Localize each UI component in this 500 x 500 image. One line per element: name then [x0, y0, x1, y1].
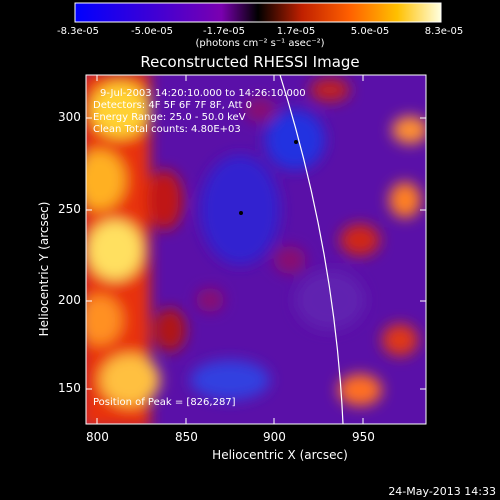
y-tick-marks	[86, 117, 426, 390]
peak-position: Position of Peak = [826,287]	[93, 397, 236, 408]
x-tick-label: 900	[263, 430, 286, 444]
colorbar-tick-label: 8.3e-05	[424, 26, 464, 37]
x-tick-marks	[96, 75, 364, 424]
clean-counts: Clean Total counts: 4.80E+03	[93, 124, 241, 135]
x-tick-label: 850	[175, 430, 198, 444]
colorbar-tick-label: -5.0e-05	[131, 26, 173, 37]
y-tick-label: 250	[58, 202, 81, 216]
colorbar-tick-label: -1.7e-05	[203, 26, 245, 37]
footer-timestamp: 24-May-2013 14:33	[388, 485, 496, 498]
detectors-info: Detectors: 4F 5F 6F 7F 8F, Att 0	[93, 100, 253, 111]
y-tick-label: 300	[58, 110, 81, 124]
y-tick-label: 200	[58, 293, 81, 307]
colorbar-units: (photons cm⁻² s⁻¹ asec⁻²)	[195, 38, 325, 49]
x-tick-label: 800	[86, 430, 109, 444]
plot-frame	[85, 74, 427, 425]
energy-range: Energy Range: 25.0 - 50.0 keV	[93, 112, 246, 123]
colorbar-tick-label: 1.7e-05	[276, 26, 316, 37]
colorbar	[74, 2, 442, 23]
time-range: 9-Jul-2003 14:20:10.000 to 14:26:10.000	[100, 88, 306, 99]
rhessi-image	[86, 75, 426, 424]
colorbar-tick-label: 5.0e-05	[350, 26, 390, 37]
y-axis-label: Heliocentric Y (arcsec)	[37, 201, 51, 337]
x-axis-label: Heliocentric X (arcsec)	[212, 448, 348, 462]
x-tick-label: 950	[352, 430, 375, 444]
colorbar-tick-label: -8.3e-05	[57, 26, 99, 37]
y-tick-label: 150	[58, 381, 81, 395]
plot-title: Reconstructed RHESSI Image	[140, 53, 360, 71]
